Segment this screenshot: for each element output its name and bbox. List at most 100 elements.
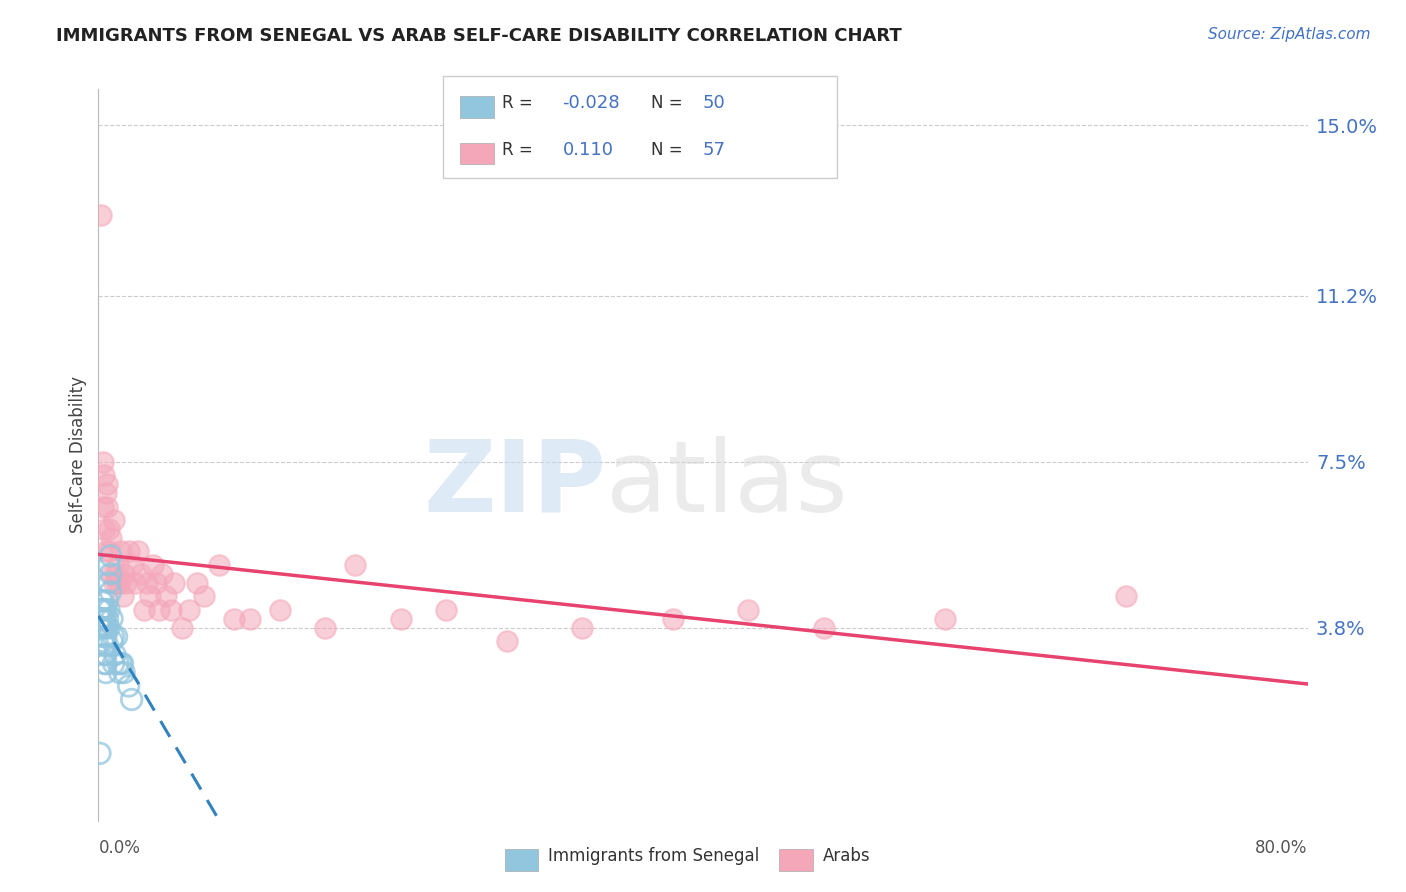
Point [135,575,157,590]
Point [111,657,134,671]
Point [142,558,165,572]
Point [107,657,129,671]
Point [104,566,127,581]
Point [186,575,208,590]
Point [100,566,122,581]
Point [89,603,111,617]
Point [93,630,115,644]
Point [269,603,291,617]
Point [94,648,117,662]
Point [1115,589,1137,603]
Point [105,630,128,644]
Point [100,531,122,545]
Point [148,603,170,617]
Point [96,639,118,653]
Point [121,558,143,572]
Point [103,657,125,671]
Point [114,575,136,590]
Text: -0.028: -0.028 [562,95,620,112]
Point [495,634,517,648]
Point [94,665,117,680]
Point [91,612,114,626]
Point [94,544,117,558]
Point [93,639,115,653]
Point [101,612,124,626]
Text: Source: ZipAtlas.com: Source: ZipAtlas.com [1208,27,1371,42]
Point [104,648,127,662]
Point [96,500,118,514]
Point [91,621,114,635]
Point [934,612,956,626]
Point [96,621,118,635]
Point [101,634,124,648]
Point [101,566,124,581]
Point [155,589,177,603]
Point [571,621,593,635]
Text: 0.0%: 0.0% [98,838,141,856]
Point [389,612,412,626]
Point [132,603,155,617]
Text: 80.0%: 80.0% [1256,838,1308,856]
Point [91,634,114,648]
Point [96,477,118,491]
Point [91,603,114,617]
Point [91,500,114,514]
Point [170,621,193,635]
Text: atlas: atlas [606,435,848,533]
Point [98,544,121,558]
Point [90,208,112,222]
Point [93,603,115,617]
Point [127,544,149,558]
Text: ZIP: ZIP [423,435,606,533]
Point [239,612,262,626]
Point [129,566,152,581]
Point [103,575,125,590]
Point [93,621,115,635]
Point [224,612,246,626]
Point [90,621,112,635]
Point [110,544,132,558]
Point [98,603,121,617]
Point [110,657,132,671]
Text: 0.110: 0.110 [562,141,613,159]
Point [103,513,125,527]
Point [96,612,118,626]
Y-axis label: Self-Care Disability: Self-Care Disability [69,376,87,533]
Point [103,630,125,644]
Point [163,575,186,590]
Point [145,575,167,590]
Point [160,603,183,617]
Text: 50: 50 [703,95,725,112]
Text: Immigrants from Senegal: Immigrants from Senegal [548,847,759,865]
Point [314,621,336,635]
Point [108,665,131,680]
Point [90,593,112,607]
Point [118,544,141,558]
Point [661,612,683,626]
Point [90,612,112,626]
Text: Arabs: Arabs [823,847,870,865]
Point [89,621,111,635]
Text: R =: R = [502,141,533,159]
Point [93,648,115,662]
Point [179,603,201,617]
Point [98,575,121,590]
Point [813,621,835,635]
Text: 57: 57 [703,141,725,159]
Point [94,603,117,617]
Point [98,558,121,572]
Point [105,575,128,590]
Point [100,584,122,599]
Point [737,603,759,617]
Point [434,603,457,617]
Point [118,679,141,693]
Point [98,522,121,536]
Point [96,593,118,607]
Point [89,612,111,626]
Point [112,665,135,680]
Text: R =: R = [502,95,533,112]
Point [94,630,117,644]
Point [124,575,146,590]
Point [94,657,117,671]
Point [121,692,143,706]
